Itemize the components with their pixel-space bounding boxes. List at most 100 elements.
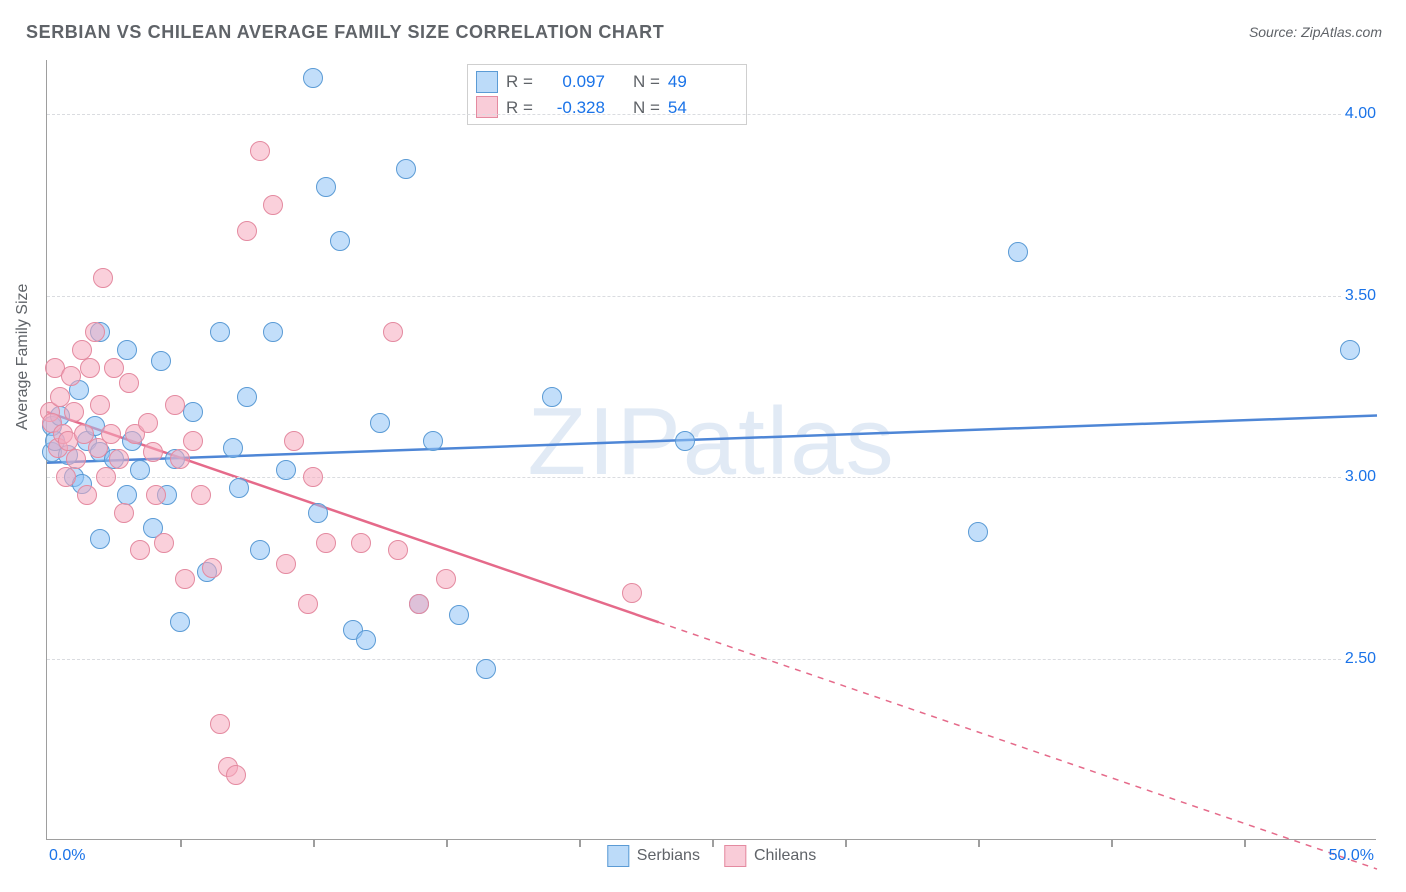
x-tick <box>180 839 182 847</box>
scatter-point <box>143 442 163 462</box>
legend-swatch <box>476 71 498 93</box>
scatter-point <box>130 460 150 480</box>
scatter-point <box>388 540 408 560</box>
scatter-point <box>93 268 113 288</box>
scatter-point <box>276 460 296 480</box>
x-tick <box>313 839 315 847</box>
scatter-point <box>64 402 84 422</box>
scatter-point <box>356 630 376 650</box>
scatter-point <box>170 612 190 632</box>
scatter-point <box>263 195 283 215</box>
legend-item: Serbians <box>607 845 700 867</box>
chart-plot-area: ZIPatlas 0.0% 50.0% R =0.097N =49R =-0.3… <box>46 60 1376 840</box>
scatter-point <box>114 503 134 523</box>
scatter-point <box>1008 242 1028 262</box>
legend-series-label: Chileans <box>754 847 816 865</box>
scatter-point <box>250 141 270 161</box>
scatter-point <box>119 373 139 393</box>
scatter-point <box>202 558 222 578</box>
gridline <box>47 296 1376 297</box>
regression-lines-layer <box>47 60 1376 839</box>
scatter-point <box>109 449 129 469</box>
scatter-point <box>409 594 429 614</box>
scatter-point <box>276 554 296 574</box>
scatter-point <box>151 351 171 371</box>
y-tick-label: 3.00 <box>1343 468 1378 486</box>
scatter-point <box>226 765 246 785</box>
scatter-point <box>316 533 336 553</box>
scatter-point <box>80 358 100 378</box>
legend-n-label: N = <box>633 69 660 95</box>
x-tick <box>845 839 847 847</box>
legend-series-label: Serbians <box>637 847 700 865</box>
scatter-point <box>210 714 230 734</box>
x-tick <box>446 839 448 847</box>
scatter-point <box>383 322 403 342</box>
scatter-point <box>191 485 211 505</box>
scatter-point <box>968 522 988 542</box>
scatter-point <box>284 431 304 451</box>
scatter-point <box>351 533 371 553</box>
legend-r-value: 0.097 <box>541 69 605 95</box>
scatter-point <box>223 438 243 458</box>
y-tick-label: 4.00 <box>1343 105 1378 123</box>
x-axis-max-label: 50.0% <box>1329 847 1374 865</box>
scatter-point <box>396 159 416 179</box>
scatter-point <box>476 659 496 679</box>
scatter-point <box>229 478 249 498</box>
scatter-point <box>436 569 456 589</box>
legend-n-value: 54 <box>668 95 687 121</box>
scatter-point <box>101 424 121 444</box>
scatter-point <box>622 583 642 603</box>
scatter-point <box>370 413 390 433</box>
legend-n-value: 49 <box>668 69 687 95</box>
scatter-point <box>542 387 562 407</box>
scatter-point <box>237 221 257 241</box>
scatter-point <box>90 395 110 415</box>
legend-n-label: N = <box>633 95 660 121</box>
source-attribution: Source: ZipAtlas.com <box>1249 24 1382 40</box>
legend-r-label: R = <box>506 95 533 121</box>
scatter-point <box>308 503 328 523</box>
y-axis-label: Average Family Size <box>14 284 32 430</box>
scatter-point <box>303 467 323 487</box>
legend-swatch <box>607 845 629 867</box>
correlation-legend: R = 0.097 N = 49R = -0.328 N = 54 <box>467 64 747 125</box>
x-tick <box>1111 839 1113 847</box>
y-tick-label: 3.50 <box>1343 287 1378 305</box>
scatter-point <box>104 358 124 378</box>
series-legend: Serbians Chileans <box>607 845 816 867</box>
legend-item: Chileans <box>724 845 816 867</box>
scatter-point <box>175 569 195 589</box>
scatter-point <box>117 340 137 360</box>
x-tick <box>712 839 714 847</box>
scatter-point <box>330 231 350 251</box>
scatter-point <box>130 540 150 560</box>
x-tick <box>579 839 581 847</box>
gridline <box>47 477 1376 478</box>
scatter-point <box>183 431 203 451</box>
scatter-point <box>61 366 81 386</box>
scatter-point <box>170 449 190 469</box>
regression-line <box>47 416 1377 463</box>
legend-r-value: -0.328 <box>541 95 605 121</box>
gridline <box>47 659 1376 660</box>
x-tick <box>1244 839 1246 847</box>
scatter-point <box>237 387 257 407</box>
scatter-point <box>449 605 469 625</box>
legend-row: R =0.097N =49 <box>476 69 738 95</box>
scatter-point <box>154 533 174 553</box>
x-tick <box>978 839 980 847</box>
scatter-point <box>85 322 105 342</box>
scatter-point <box>165 395 185 415</box>
gridline <box>47 114 1376 115</box>
scatter-point <box>72 340 92 360</box>
scatter-point <box>1340 340 1360 360</box>
scatter-point <box>675 431 695 451</box>
legend-swatch <box>724 845 746 867</box>
legend-row: R = -0.328 N = 54 <box>476 95 738 121</box>
y-tick-label: 2.50 <box>1343 650 1378 668</box>
scatter-point <box>316 177 336 197</box>
scatter-point <box>250 540 270 560</box>
scatter-point <box>303 68 323 88</box>
